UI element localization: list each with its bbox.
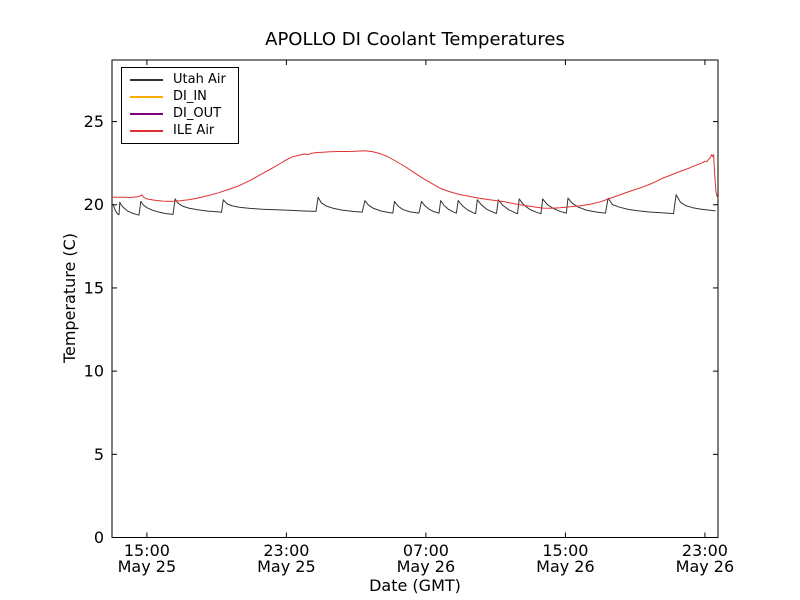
y-tick-label: 10 — [84, 362, 104, 381]
x-tick-label-date: May 25 — [118, 557, 177, 576]
legend-item-di-out: DI_OUT — [122, 105, 238, 122]
series-line-ile-air — [112, 150, 719, 209]
y-tick-label: 15 — [84, 278, 104, 297]
ile-air-line-swatch — [130, 129, 163, 132]
y-tick-label: 20 — [84, 195, 104, 214]
legend-label-di-in: DI_IN — [173, 89, 207, 104]
di-in-line-swatch — [130, 95, 163, 98]
x-tick-label-date: May 26 — [397, 557, 456, 576]
x-tick-label-time: 07:00 — [403, 541, 449, 560]
x-tick-label-time: 15:00 — [542, 541, 588, 560]
legend: Utah Air DI_IN DI_OUT ILE Air — [121, 67, 239, 144]
x-tick-label-date: May 26 — [536, 557, 595, 576]
y-axis-label: Temperature (C) — [60, 232, 79, 364]
series-line-utah-air — [112, 194, 716, 216]
x-axis-label: Date (GMT) — [369, 576, 461, 595]
di-out-line-swatch — [130, 112, 163, 115]
chart-title: APOLLO DI Coolant Temperatures — [265, 29, 565, 50]
x-tick-label-date: May 25 — [257, 557, 316, 576]
legend-label-utah-air: Utah Air — [173, 72, 226, 87]
legend-label-di-out: DI_OUT — [173, 106, 222, 121]
legend-item-di-in: DI_IN — [122, 88, 238, 105]
x-tick-label-time: 15:00 — [124, 541, 170, 560]
x-tick-label-time: 23:00 — [682, 541, 728, 560]
utah-air-line-swatch — [130, 78, 163, 81]
y-tick-label: 5 — [94, 445, 104, 464]
plot-frame — [111, 59, 719, 538]
legend-label-ile-air: ILE Air — [173, 123, 215, 138]
legend-item-utah-air: Utah Air — [122, 71, 238, 88]
x-tick-label-time: 23:00 — [263, 541, 309, 560]
legend-item-ile-air: ILE Air — [122, 122, 238, 139]
x-tick-label-date: May 26 — [676, 557, 735, 576]
y-tick-label: 25 — [84, 112, 104, 131]
y-tick-label: 0 — [94, 528, 104, 547]
